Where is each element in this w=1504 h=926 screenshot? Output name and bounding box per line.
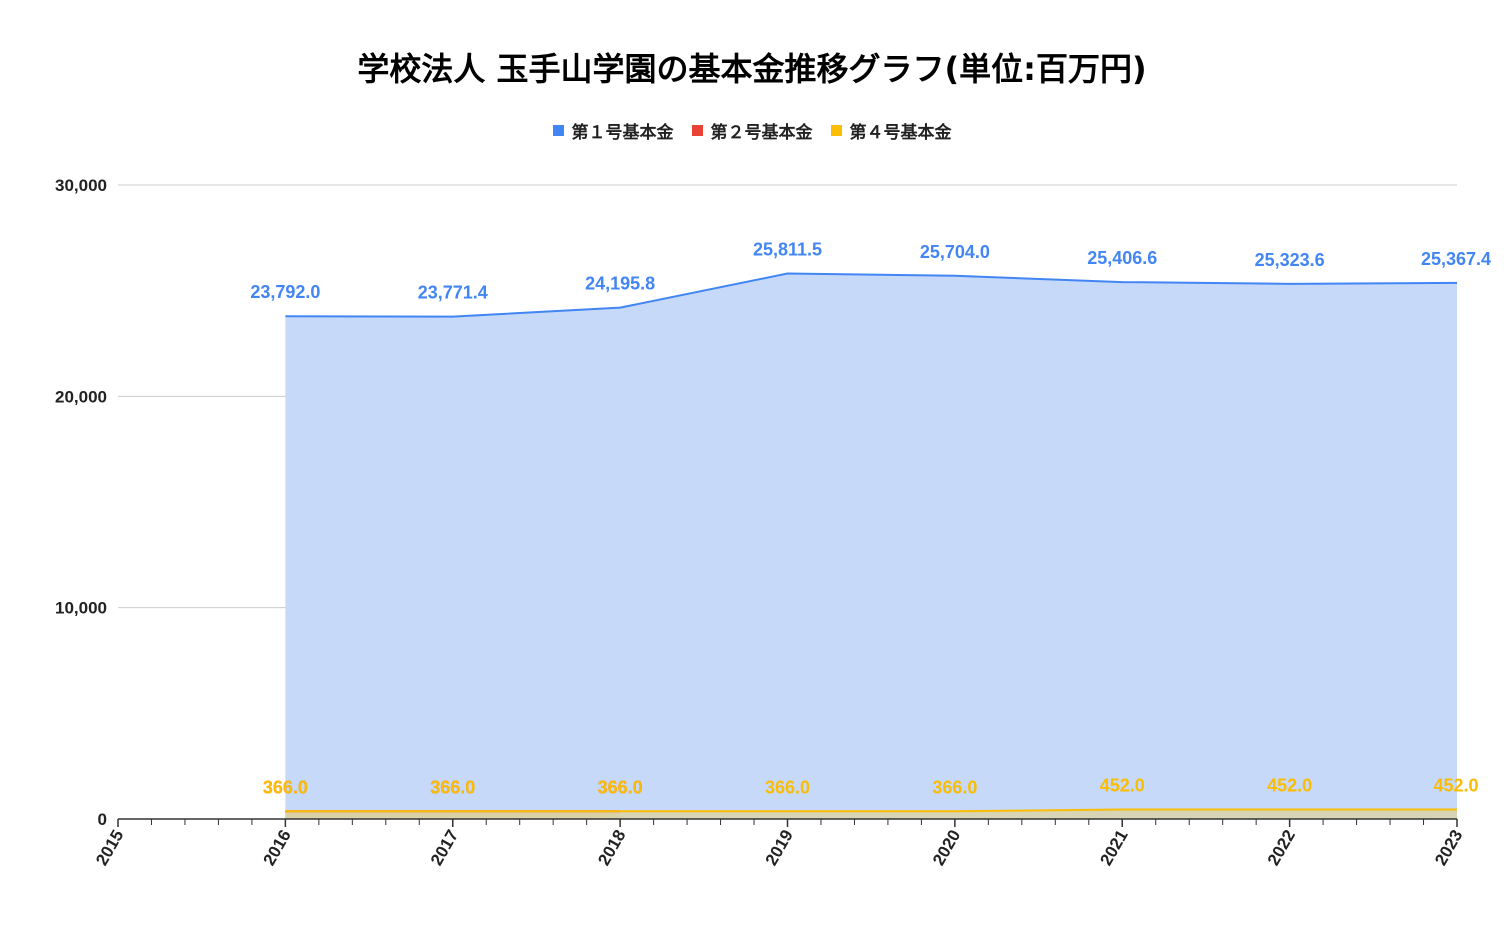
data-label-series-1: 23,771.4	[418, 283, 488, 303]
data-label-series-3: 366.0	[263, 777, 308, 797]
data-label-series-1: 25,367.4	[1421, 249, 1491, 269]
chart-title: 学校法人 玉手山学園の基本金推移グラフ(単位:百万円)	[357, 50, 1147, 88]
legend-item-series-3[interactable]: 第４号基本金	[830, 118, 952, 143]
legend-swatch-series-2	[691, 125, 703, 136]
data-label-series-1: 25,323.6	[1255, 250, 1325, 270]
data-label-series-3: 452.0	[1267, 775, 1312, 795]
data-label-series-1: 25,704.0	[920, 242, 990, 262]
x-tick-label: 2016	[259, 827, 294, 869]
series-area-1	[285, 273, 1457, 819]
x-tick-label: 2023	[1431, 827, 1466, 869]
data-label-series-1: 23,792.0	[250, 282, 320, 302]
x-tick-label: 2021	[1096, 827, 1131, 869]
data-label-series-1: 25,811.5	[753, 240, 822, 260]
x-tick-label: 2017	[427, 827, 462, 869]
legend-item-series-2[interactable]: 第２号基本金	[691, 118, 813, 143]
series-line-1	[285, 272, 1458, 318]
data-label-series-3: 452.0	[1433, 775, 1478, 795]
data-label-series-3: 366.0	[765, 777, 810, 797]
legend-label-series-3: 第４号基本金	[849, 123, 952, 143]
legend: 第１号基本金 第２号基本金 第４号基本金	[0, 118, 1504, 143]
x-tick-label: 2022	[1264, 827, 1299, 869]
y-tick-label: 30,000	[55, 176, 107, 195]
y-tick-label: 10,000	[55, 599, 107, 618]
x-tick-label: 2018	[594, 827, 629, 869]
legend-label-series-1: 第１号基本金	[571, 123, 674, 143]
legend-swatch-series-1	[552, 125, 564, 136]
x-tick-label: 2019	[762, 827, 797, 869]
x-tick-label: 2015	[92, 827, 127, 869]
legend-label-series-2: 第２号基本金	[710, 123, 813, 143]
data-label-series-3: 366.0	[932, 777, 977, 797]
data-label-series-2: 366.0	[430, 777, 475, 797]
x-tick-label: 2020	[929, 827, 964, 869]
y-tick-label: 0	[98, 810, 107, 829]
y-tick-label: 20,000	[55, 387, 107, 406]
legend-item-series-1[interactable]: 第１号基本金	[552, 118, 674, 143]
legend-swatch-series-3	[830, 125, 842, 136]
data-label-series-2: 366.0	[263, 777, 308, 797]
data-label-series-3: 366.0	[430, 777, 475, 797]
data-label-series-2: 366.0	[598, 777, 643, 797]
data-label-series-3: 452.0	[1100, 775, 1145, 795]
data-label-series-1: 25,406.6	[1087, 248, 1157, 268]
data-label-series-1: 24,195.8	[585, 274, 655, 294]
data-label-series-3: 366.0	[598, 777, 643, 797]
series-line-3	[285, 808, 1457, 813]
